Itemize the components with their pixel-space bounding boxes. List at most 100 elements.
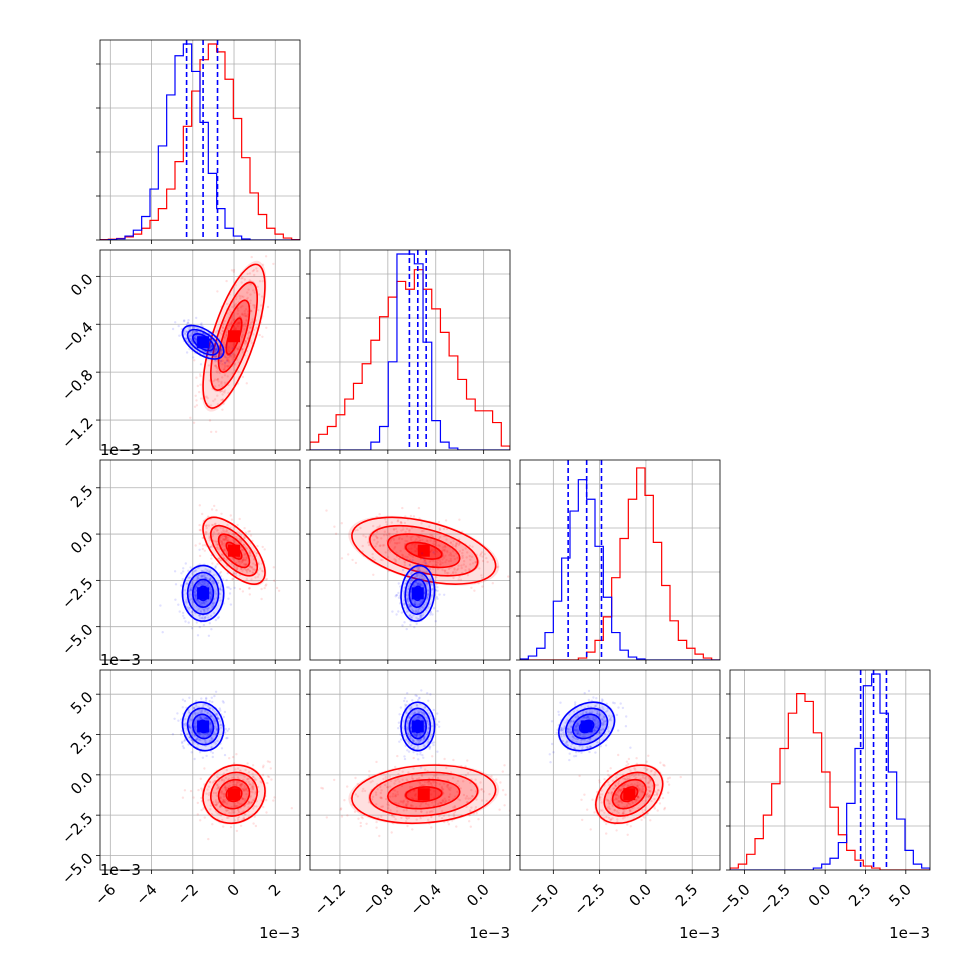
scatter-point xyxy=(239,785,242,789)
scatter-point xyxy=(223,539,226,542)
scatter-point xyxy=(204,600,208,603)
scatter-point xyxy=(248,587,251,590)
scatter-point xyxy=(368,774,371,778)
scatter-point xyxy=(249,554,252,557)
scatter-point xyxy=(427,818,430,821)
scatter-point xyxy=(239,784,242,787)
scatter-point xyxy=(395,593,398,597)
scatter-point xyxy=(192,707,195,710)
scatter-point xyxy=(410,803,413,807)
scatter-point xyxy=(229,825,233,829)
scatter-point xyxy=(430,548,434,551)
scatter-point xyxy=(183,739,186,743)
scatter-point xyxy=(477,818,480,821)
scatter-point xyxy=(209,592,213,595)
scatter-point xyxy=(643,808,647,812)
scatter-point xyxy=(409,604,412,607)
scatter-point xyxy=(214,364,217,367)
scatter-point xyxy=(423,780,426,784)
scatter-point xyxy=(408,785,412,789)
scatter-point xyxy=(395,530,399,533)
scatter-point xyxy=(449,551,452,554)
scatter-point xyxy=(380,815,383,818)
scatter-point xyxy=(418,582,421,585)
scatter-point xyxy=(187,321,190,325)
scatter-point xyxy=(419,733,422,736)
scatter-point xyxy=(211,562,214,565)
scatter-point xyxy=(199,374,202,378)
scatter-point xyxy=(208,586,212,589)
scatter-point xyxy=(161,631,164,634)
scatter-point xyxy=(200,322,203,325)
scatter-point xyxy=(436,776,440,780)
scatter-point xyxy=(189,566,192,569)
scatter-point xyxy=(596,790,599,794)
scatter-point xyxy=(238,294,241,298)
scatter-point xyxy=(417,734,421,737)
scatter-point xyxy=(471,545,474,548)
scatter-point xyxy=(320,786,323,790)
scatter-point xyxy=(199,732,202,736)
scatter-point xyxy=(239,824,243,827)
scatter-point xyxy=(438,801,441,804)
scatter-point xyxy=(406,817,409,820)
scatter-point xyxy=(243,786,246,790)
scatter-point xyxy=(226,348,229,351)
scatter-point xyxy=(219,723,222,727)
scatter-point xyxy=(444,569,447,572)
scatter-point xyxy=(213,612,216,615)
scatter-point xyxy=(560,735,563,738)
scatter-point xyxy=(435,550,439,553)
scatter-point xyxy=(215,804,218,807)
scatter-point xyxy=(253,815,256,818)
scatter-point xyxy=(334,532,338,535)
scatter-point xyxy=(648,777,652,781)
scatter-point xyxy=(199,717,203,720)
scatter-point xyxy=(407,547,410,551)
scatter-point xyxy=(232,270,235,273)
scatter-point xyxy=(427,780,430,784)
scatter-point xyxy=(210,592,213,596)
scatter-point xyxy=(626,784,629,787)
scatter-point xyxy=(208,571,211,574)
scatter-point xyxy=(428,602,431,606)
scatter-point xyxy=(205,716,208,719)
scatter-point xyxy=(248,565,252,568)
scatter-point xyxy=(637,796,640,799)
scatter-point xyxy=(499,781,502,784)
scatter-point xyxy=(594,725,597,728)
scatter-point xyxy=(453,557,457,561)
scatter-point xyxy=(182,567,185,570)
scatter-point xyxy=(209,715,213,718)
scatter-point xyxy=(403,697,407,700)
scatter-point xyxy=(214,565,217,568)
scatter-point xyxy=(214,539,217,543)
scatter-point xyxy=(183,717,187,721)
scatter-point xyxy=(459,787,462,790)
scatter-point xyxy=(627,762,630,766)
scatter-point xyxy=(434,620,437,623)
scatter-point xyxy=(598,731,601,734)
scatter-point xyxy=(251,788,255,791)
scatter-point xyxy=(417,715,421,719)
contour-A-1-0-2 xyxy=(217,299,251,373)
scatter-point xyxy=(426,540,429,543)
scatter-point xyxy=(410,774,414,777)
scatter-point xyxy=(367,801,371,804)
x-offset-label-dim1: 1e−3 xyxy=(469,924,510,942)
scatter-point xyxy=(432,790,436,793)
scatter-point xyxy=(447,567,451,571)
scatter-point xyxy=(221,798,225,801)
scatter-point xyxy=(255,267,258,270)
scatter-point xyxy=(240,802,243,806)
scatter-point xyxy=(215,543,218,546)
scatter-point xyxy=(204,703,208,706)
scatter-point xyxy=(204,582,207,585)
scatter-point xyxy=(224,727,227,731)
scatter-point xyxy=(340,815,344,818)
scatter-point xyxy=(438,593,441,596)
scatter-point xyxy=(207,732,210,735)
scatter-point xyxy=(586,715,590,718)
scatter-point xyxy=(410,706,413,710)
scatter-point xyxy=(237,309,240,312)
